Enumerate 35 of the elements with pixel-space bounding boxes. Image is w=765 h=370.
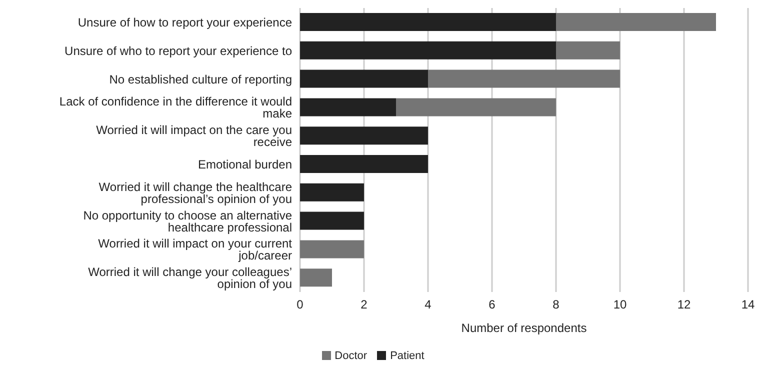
bar xyxy=(300,41,556,60)
y-tick-label: No established culture of reporting xyxy=(109,72,292,86)
x-axis-title: Number of respondents xyxy=(461,321,587,335)
x-tick-label: 10 xyxy=(613,298,627,312)
x-tick-label: 14 xyxy=(741,298,755,312)
bar xyxy=(300,212,364,230)
bar xyxy=(556,13,716,31)
y-tick-label: Worried it will change the healthcare professional’s opinion of you xyxy=(98,180,292,206)
x-tick-label: 0 xyxy=(296,298,304,312)
x-tick-label: 12 xyxy=(677,298,691,312)
y-tick-label: Emotional burden xyxy=(198,157,292,172)
bar xyxy=(300,183,364,202)
x-tick-label: 2 xyxy=(360,298,368,312)
bar xyxy=(556,41,620,60)
bar xyxy=(300,268,332,287)
y-tick-label: No opportunity to choose an alternative healthcare professional xyxy=(83,208,292,234)
bar xyxy=(300,155,428,173)
y-tick-label: Worried it will impact on the care you receive xyxy=(96,123,292,150)
bar xyxy=(300,70,428,88)
y-tick-label: Worried it will change your colleagues’ opinion of you xyxy=(88,265,292,292)
bar xyxy=(300,240,364,258)
bar xyxy=(396,98,556,116)
bar xyxy=(300,13,556,31)
y-tick-label: Worried it will impact on your current job/career xyxy=(98,236,293,263)
y-tick-label: Unsure of how to report your experience xyxy=(78,15,292,30)
y-tick-label: Unsure of who to report your experience to xyxy=(64,44,292,58)
y-tick-label: Lack of confidence in the difference it would make xyxy=(59,94,292,121)
legend-label: Patient xyxy=(390,350,424,362)
x-tick-label: 6 xyxy=(488,298,496,312)
bar xyxy=(300,126,428,145)
x-tick-label: 4 xyxy=(424,298,432,312)
bar xyxy=(428,70,620,88)
x-tick-label: 8 xyxy=(552,298,560,312)
legend-label: Doctor xyxy=(334,350,368,362)
bar xyxy=(300,98,396,116)
